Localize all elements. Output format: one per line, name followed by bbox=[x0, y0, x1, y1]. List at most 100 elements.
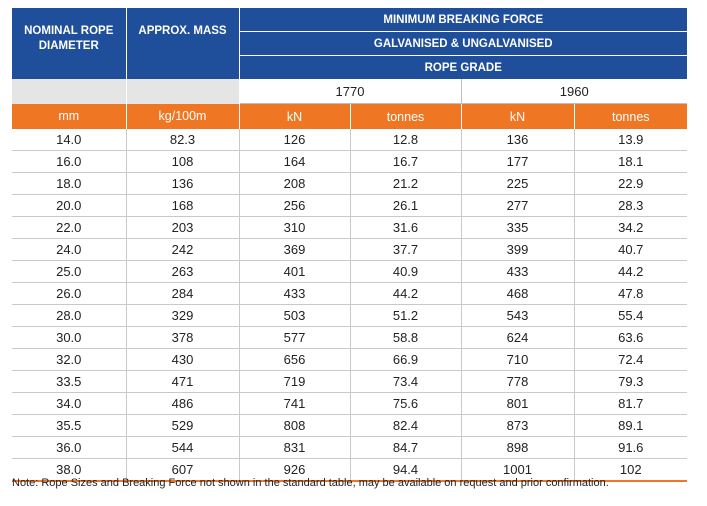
table-cell: 16.0 bbox=[12, 150, 127, 173]
table-cell: 36.0 bbox=[12, 436, 127, 459]
table-cell: 22.9 bbox=[574, 172, 688, 195]
table-cell: 284 bbox=[126, 282, 240, 305]
table-cell: 208 bbox=[239, 172, 351, 195]
table-cell: 310 bbox=[239, 216, 351, 239]
table-cell: 31.6 bbox=[350, 216, 462, 239]
table-cell: 808 bbox=[239, 414, 351, 437]
footnote: Note: Rope Sizes and Breaking Force not … bbox=[12, 477, 609, 489]
table-cell: 486 bbox=[126, 392, 240, 415]
table-cell: 21.2 bbox=[350, 172, 462, 195]
unit-cell: tonnes bbox=[574, 103, 688, 129]
table-cell: 369 bbox=[239, 238, 351, 261]
table-row: 24.0 242 369 37.7 399 40.7 bbox=[12, 238, 688, 261]
table-cell: 136 bbox=[126, 172, 240, 195]
table-row: 28.0 329 503 51.2 543 55.4 bbox=[12, 304, 688, 327]
unit-cell: kN bbox=[239, 103, 351, 129]
table-cell: 44.2 bbox=[574, 260, 688, 283]
table-cell: 44.2 bbox=[350, 282, 462, 305]
table-cell: 242 bbox=[126, 238, 240, 261]
header-galvanised-ungalvanised: GALVANISED & UNGALVANISED bbox=[239, 31, 688, 56]
table-cell: 430 bbox=[126, 348, 240, 371]
table-cell: 102 bbox=[574, 458, 688, 482]
table-cell: 256 bbox=[239, 194, 351, 217]
table-row: 32.0 430 656 66.9 710 72.4 bbox=[12, 348, 688, 371]
table-cell: 778 bbox=[461, 370, 575, 393]
table-cell: 79.3 bbox=[574, 370, 688, 393]
unit-row: mm kg/100m kN tonnes kN tonnes bbox=[12, 103, 688, 129]
table-cell: 82.4 bbox=[350, 414, 462, 437]
grade-blank-cell bbox=[126, 79, 240, 104]
table-cell: 503 bbox=[239, 304, 351, 327]
table-cell: 25.0 bbox=[12, 260, 127, 283]
table-cell: 75.6 bbox=[350, 392, 462, 415]
table-row: 34.0 486 741 75.6 801 81.7 bbox=[12, 392, 688, 415]
table-cell: 28.0 bbox=[12, 304, 127, 327]
table-row: 22.0 203 310 31.6 335 34.2 bbox=[12, 216, 688, 239]
table-cell: 719 bbox=[239, 370, 351, 393]
table-row: 18.0 136 208 21.2 225 22.9 bbox=[12, 172, 688, 195]
table-cell: 89.1 bbox=[574, 414, 688, 437]
table-cell: 801 bbox=[461, 392, 575, 415]
table-cell: 40.7 bbox=[574, 238, 688, 261]
table-cell: 831 bbox=[239, 436, 351, 459]
table-cell: 13.9 bbox=[574, 129, 688, 151]
table-header: NOMINAL ROPE DIAMETER APPROX. MASS MINIM… bbox=[12, 8, 688, 129]
table-cell: 22.0 bbox=[12, 216, 127, 239]
header-approx-mass: APPROX. MASS bbox=[126, 8, 240, 79]
grade-row: 1770 1960 bbox=[12, 79, 688, 104]
table-cell: 710 bbox=[461, 348, 575, 371]
header-rope-grade: ROPE GRADE bbox=[239, 55, 688, 79]
table-cell: 28.3 bbox=[574, 194, 688, 217]
table-cell: 26.0 bbox=[12, 282, 127, 305]
table-cell: 58.8 bbox=[350, 326, 462, 349]
unit-cell: tonnes bbox=[350, 103, 462, 129]
table-cell: 401 bbox=[239, 260, 351, 283]
table-cell: 38.0 bbox=[12, 458, 127, 482]
table-cell: 73.4 bbox=[350, 370, 462, 393]
table-cell: 543 bbox=[461, 304, 575, 327]
unit-cell: kN bbox=[461, 103, 575, 129]
table-cell: 329 bbox=[126, 304, 240, 327]
table-cell: 34.2 bbox=[574, 216, 688, 239]
table-cell: 656 bbox=[239, 348, 351, 371]
table-cell: 399 bbox=[461, 238, 575, 261]
table-cell: 51.2 bbox=[350, 304, 462, 327]
table-cell: 126 bbox=[239, 129, 351, 151]
table-cell: 12.8 bbox=[350, 129, 462, 151]
table-cell: 577 bbox=[239, 326, 351, 349]
table-cell: 20.0 bbox=[12, 194, 127, 217]
table-row: 38.0 607 926 94.4 1001 102 bbox=[12, 458, 688, 482]
table-cell: 471 bbox=[126, 370, 240, 393]
table-cell: 30.0 bbox=[12, 326, 127, 349]
table-row: 16.0 108 164 16.7 177 18.1 bbox=[12, 150, 688, 173]
table-cell: 335 bbox=[461, 216, 575, 239]
table-cell: 32.0 bbox=[12, 348, 127, 371]
table-cell: 529 bbox=[126, 414, 240, 437]
table-cell: 1001 bbox=[461, 458, 575, 482]
table-row: 26.0 284 433 44.2 468 47.8 bbox=[12, 282, 688, 305]
table-cell: 433 bbox=[239, 282, 351, 305]
table-cell: 926 bbox=[239, 458, 351, 482]
table-cell: 81.7 bbox=[574, 392, 688, 415]
table-cell: 468 bbox=[461, 282, 575, 305]
table-cell: 18.0 bbox=[12, 172, 127, 195]
header-nominal-rope-diameter: NOMINAL ROPE DIAMETER bbox=[12, 8, 127, 79]
table-row: 36.0 544 831 84.7 898 91.6 bbox=[12, 436, 688, 459]
table-row: 35.5 529 808 82.4 873 89.1 bbox=[12, 414, 688, 437]
rope-breaking-force-table: NOMINAL ROPE DIAMETER APPROX. MASS MINIM… bbox=[12, 8, 688, 482]
table-cell: 177 bbox=[461, 150, 575, 173]
table-row: 25.0 263 401 40.9 433 44.2 bbox=[12, 260, 688, 283]
table-row: 14.0 82.3 126 12.8 136 13.9 bbox=[12, 129, 688, 151]
table-cell: 66.9 bbox=[350, 348, 462, 371]
table-cell: 544 bbox=[126, 436, 240, 459]
table-cell: 203 bbox=[126, 216, 240, 239]
table-cell: 18.1 bbox=[574, 150, 688, 173]
table-row: 33.5 471 719 73.4 778 79.3 bbox=[12, 370, 688, 393]
grade-1960: 1960 bbox=[461, 79, 688, 104]
table-cell: 741 bbox=[239, 392, 351, 415]
table-cell: 168 bbox=[126, 194, 240, 217]
table-cell: 35.5 bbox=[12, 414, 127, 437]
table-cell: 277 bbox=[461, 194, 575, 217]
header-minimum-breaking-force: MINIMUM BREAKING FORCE bbox=[239, 8, 688, 32]
table-cell: 72.4 bbox=[574, 348, 688, 371]
